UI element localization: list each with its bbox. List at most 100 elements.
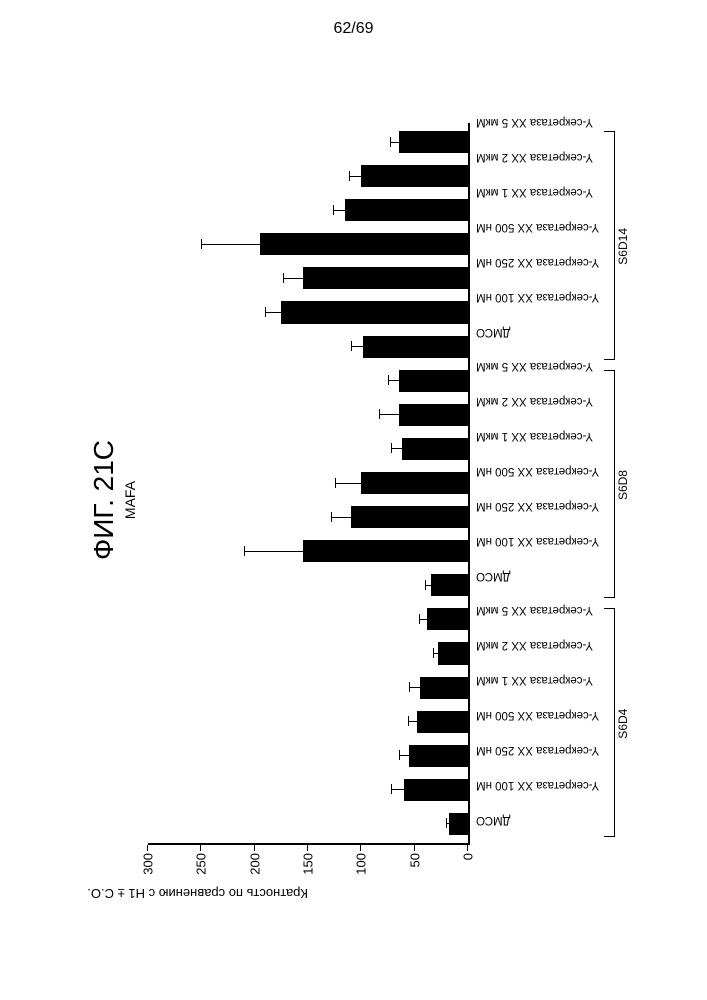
category-label-slot: ДМСО [472, 326, 592, 349]
category-label-slot: Y-секретаза XX 5 мкМ [472, 605, 592, 628]
y-tick-mark [147, 845, 148, 851]
y-tick-mark [200, 845, 201, 851]
figure-title: ФИГ. 21С [88, 85, 120, 915]
group-bracket [604, 370, 615, 599]
category-label: Y-секретаза XX 1 мкМ [476, 674, 593, 686]
bar-fill [399, 370, 468, 392]
bar-fill [399, 404, 468, 426]
category-label: ДМСО [476, 570, 510, 582]
y-tick-mark [467, 845, 468, 851]
error-cap-top [409, 682, 410, 692]
error-cap-bottom [304, 273, 305, 283]
x-axis-labels: ДМСО Y-секретаза XX 100 нМ Y-секретаза XX … [472, 109, 592, 845]
error-bar [392, 789, 405, 790]
category-label-slot: Y-секретаза XX 2 мкМ [472, 640, 592, 663]
error-cap-top [391, 443, 392, 453]
category-label: Y-секретаза XX 5 мкМ [476, 360, 593, 372]
error-cap-bottom [261, 239, 262, 249]
error-bar [391, 142, 400, 143]
error-cap-top [379, 409, 380, 419]
group-label: S6D14 [616, 133, 630, 360]
category-label-slot: Y-секретаза XX 100 нМ [472, 535, 592, 558]
bars-container [148, 123, 468, 843]
bar-fill [361, 165, 468, 187]
category-label: Y-секретаза XX 5 мкМ [476, 604, 593, 616]
bar [426, 574, 468, 596]
bar-fill [431, 574, 468, 596]
y-tick-label: 150 [301, 853, 316, 875]
error-cap-bottom [400, 409, 401, 419]
error-cap-bottom [362, 171, 363, 181]
category-label: Y-секретаза XX 500 нМ [476, 221, 599, 233]
y-tick-mark [414, 845, 415, 851]
category-label: ДМСО [476, 326, 510, 338]
error-cap-bottom [282, 307, 283, 317]
error-bar [336, 483, 363, 484]
category-label: Y-секретаза XX 250 нМ [476, 744, 599, 756]
category-label: Y-секретаза XX 1 мкМ [476, 430, 593, 442]
bar [202, 233, 468, 255]
mafa-bar-chart: ФИГ. 21С MAFA Кратность по сравнению с Н… [88, 85, 618, 915]
error-bar [245, 551, 304, 552]
error-cap-bottom [304, 546, 305, 556]
error-cap-top [399, 750, 400, 760]
category-label-slot: Y-секретаза XX 250 нМ [472, 500, 592, 523]
error-cap-top [425, 580, 426, 590]
bar [266, 302, 468, 324]
group-label: S6D8 [616, 372, 630, 599]
error-cap-top [408, 716, 409, 726]
error-cap-bottom [421, 682, 422, 692]
category-label: Y-секретаза XX 5 мкМ [476, 116, 593, 128]
error-bar [426, 585, 431, 586]
y-tick-label: 50 [407, 853, 422, 867]
category-label: Y-секретаза XX 100 нМ [476, 291, 599, 303]
page: 62/69 ФИГ. 21С MAFA Кратность по сравнен… [0, 0, 707, 1000]
group-bracket [604, 608, 615, 837]
bar-fill [438, 642, 468, 664]
error-bar [266, 312, 282, 313]
page-number: 62/69 [0, 20, 707, 38]
bar [334, 199, 468, 221]
error-bar [392, 448, 403, 449]
category-label-slot: Y-секретаза XX 500 нМ [472, 222, 592, 245]
category-label: Y-секретаза XX 100 нМ [476, 535, 599, 547]
bar-fill [449, 813, 468, 835]
error-bar [389, 380, 400, 381]
y-tick-label: 100 [354, 853, 369, 875]
error-cap-bottom [400, 137, 401, 147]
bar-fill [409, 745, 468, 767]
category-label: Y-секретаза XX 250 нМ [476, 256, 599, 268]
group-label: S6D4 [616, 610, 630, 837]
error-bar [409, 721, 418, 722]
category-label-slot: Y-секретаза XX 5 мкМ [472, 361, 592, 384]
error-bar [202, 244, 261, 245]
category-label-slot: Y-секретаза XX 1 мкМ [472, 675, 592, 698]
y-tick-label: 300 [141, 853, 156, 875]
category-label-slot: ДМСО [472, 814, 592, 837]
bar [392, 438, 468, 460]
y-tick-label: 250 [194, 853, 209, 875]
group-brackets: S6D4 S6D8 S6D14 [604, 125, 634, 845]
error-cap-top [419, 614, 420, 624]
error-bar [350, 176, 363, 177]
chart-subtitle: MAFA [122, 85, 138, 915]
error-bar [434, 653, 439, 654]
error-bar [420, 619, 429, 620]
error-cap-top [333, 205, 334, 215]
error-bar [380, 414, 399, 415]
error-cap-top [433, 648, 434, 658]
bar-fill [404, 779, 468, 801]
bar [410, 677, 468, 699]
bar [336, 472, 468, 494]
error-cap-top [351, 341, 352, 351]
category-label: Y-секретаза XX 250 нМ [476, 500, 599, 512]
bar-fill [402, 438, 468, 460]
bar [434, 642, 468, 664]
error-cap-top [391, 784, 392, 794]
category-label: Y-секретаза XX 2 мкМ [476, 151, 593, 163]
bar-fill [281, 302, 468, 324]
error-cap-bottom [450, 818, 451, 828]
category-label-slot: Y-секретаза XX 250 нМ [472, 256, 592, 279]
error-bar [332, 517, 351, 518]
error-cap-bottom [405, 784, 406, 794]
